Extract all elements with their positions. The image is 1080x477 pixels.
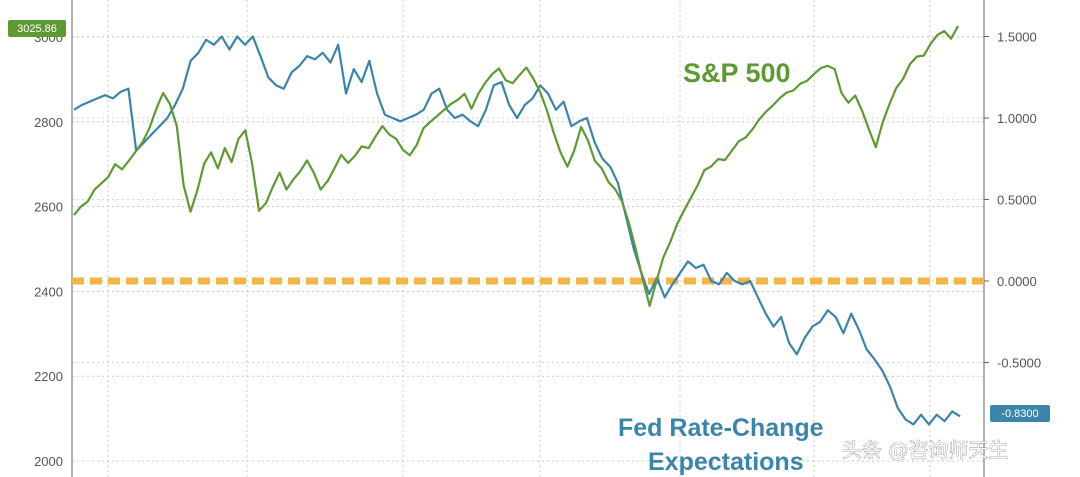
right-tick-label: 1.5000 bbox=[997, 30, 1037, 45]
sp500-current-value: 3025.86 bbox=[17, 23, 57, 35]
sp500-line bbox=[73, 25, 959, 307]
right-tick-label: 0.0000 bbox=[997, 274, 1037, 289]
left-tick-label: 2400 bbox=[34, 284, 63, 299]
right-tick-label: -0.5000 bbox=[997, 356, 1041, 371]
sp500-badge-box bbox=[8, 20, 66, 37]
left-tick-label: 2000 bbox=[34, 454, 63, 469]
left-tick-label: 2800 bbox=[34, 115, 63, 130]
fed-annotation-line2: Expectations bbox=[648, 448, 804, 476]
right-axis-ticks: -0.5000 0.0000 0.5000 1.0000 1.5000 bbox=[984, 30, 1041, 371]
left-tick-label: 2600 bbox=[34, 200, 63, 215]
right-tick-label: 0.5000 bbox=[997, 193, 1037, 208]
fed-current-badge: -0.8300 bbox=[990, 405, 1050, 422]
sp500-current-badge: 3025.86 bbox=[8, 20, 66, 37]
fed-current-value: -0.8300 bbox=[1001, 408, 1038, 420]
watermark: 头条 @咨询师天生 bbox=[842, 438, 1008, 462]
fed-expectations-line bbox=[73, 35, 961, 426]
fed-annotation-line1: Fed Rate-Change bbox=[618, 414, 824, 442]
sp500-annotation: S&P 500 bbox=[683, 58, 791, 88]
fed-badge-box bbox=[990, 405, 1050, 422]
left-tick-label: 2200 bbox=[34, 369, 63, 384]
right-tick-label: 1.0000 bbox=[997, 111, 1037, 126]
